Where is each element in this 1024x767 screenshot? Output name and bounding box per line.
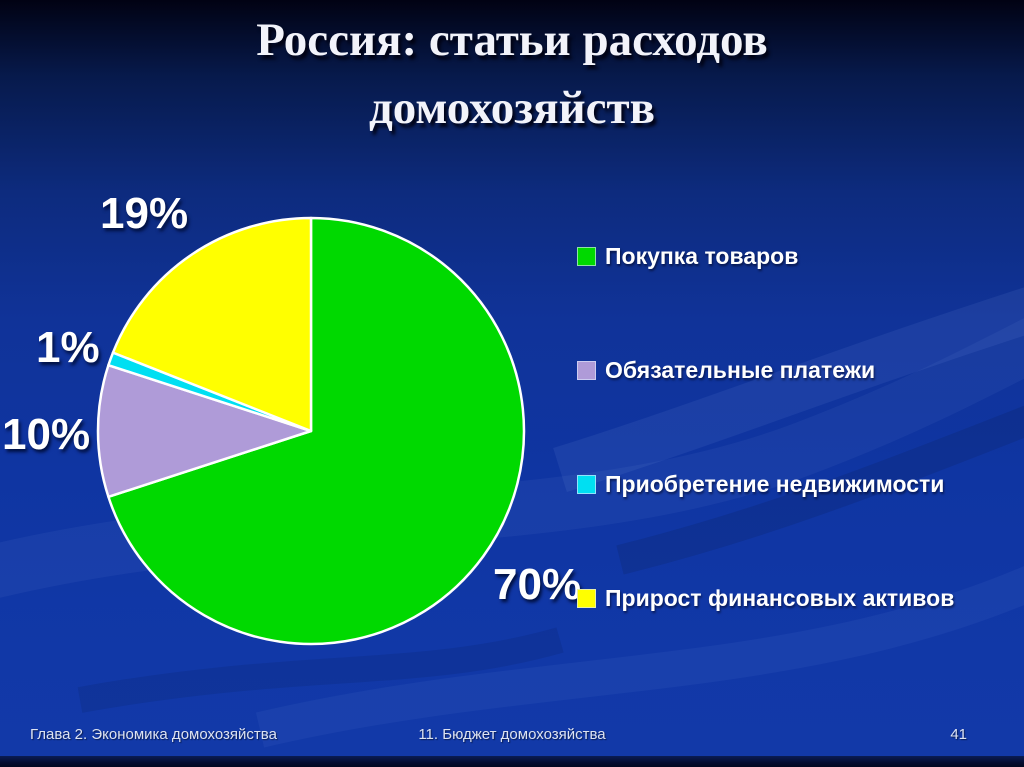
legend-item-mandatory-payments: Обязательные платежи <box>577 357 954 383</box>
pie-slice-3 <box>111 216 313 433</box>
legend-item-goods: Покупка товаров <box>577 243 954 269</box>
footer-section: 11. Бюджет домохозяйства <box>418 726 606 743</box>
legend-label: Покупка товаров <box>605 242 799 269</box>
pie-slice-0 <box>107 216 526 646</box>
slice-label-10-percent: 10% <box>2 410 91 459</box>
legend-item-real-estate: Приобретение недвижимости <box>577 471 954 497</box>
slide-title: Россия: статьи расходов домохозяйств <box>256 14 768 134</box>
legend-label: Прирост финансовых активов <box>605 584 955 611</box>
legend-label: Приобретение недвижимости <box>605 470 945 497</box>
legend-swatch-green-icon <box>577 246 596 266</box>
legend-swatch-purple-icon <box>577 360 596 380</box>
pie-slice-1 <box>96 363 313 499</box>
legend-label: Обязательные платежи <box>605 356 876 383</box>
legend-swatch-cyan-icon <box>577 474 596 494</box>
legend-item-financial-assets: Прирост финансовых активов <box>577 585 954 611</box>
footer-chapter: Глава 2. Экономика домохозяйства <box>30 726 277 743</box>
footer-page-number: 41 <box>950 726 967 743</box>
slice-label-19-percent: 19% <box>100 189 189 238</box>
slice-label-1-percent: 1% <box>36 323 100 372</box>
slice-label-70-percent: 70% <box>493 560 582 609</box>
chart-legend: Покупка товаров Обязательные платежи При… <box>577 243 954 611</box>
bottom-strip <box>0 756 1024 767</box>
legend-swatch-yellow-icon <box>577 588 596 608</box>
